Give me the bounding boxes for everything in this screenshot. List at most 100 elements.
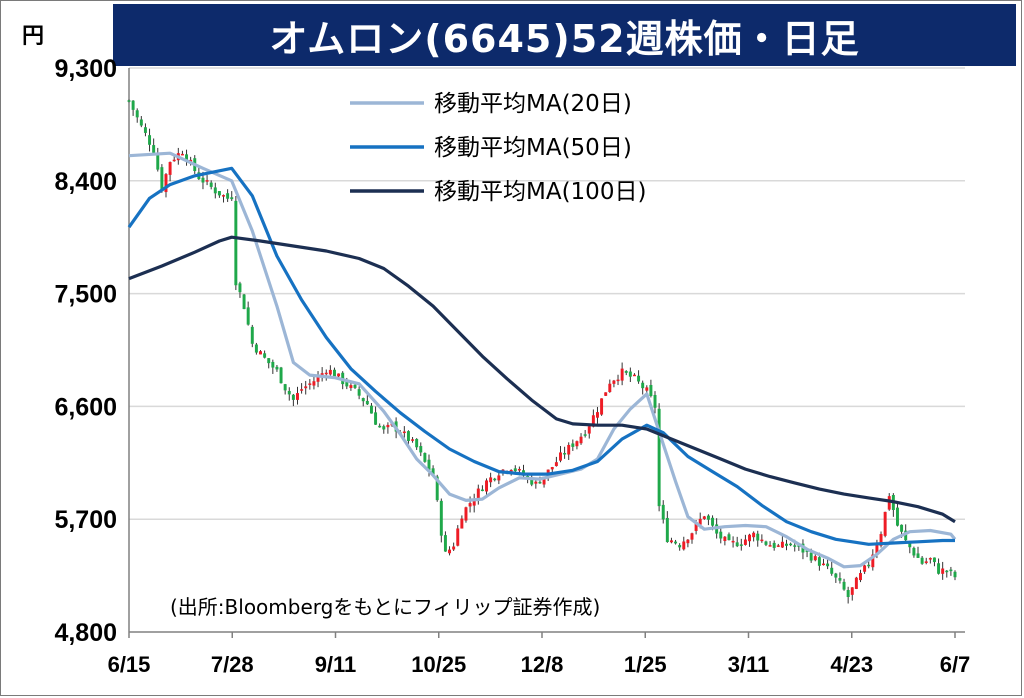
candle-body xyxy=(600,398,604,415)
candle-body xyxy=(172,159,176,162)
candle-body xyxy=(768,545,772,547)
y-tick-label: 9,300 xyxy=(54,55,117,83)
candle-body xyxy=(686,539,690,544)
ma-line-1 xyxy=(127,166,955,546)
candle-body xyxy=(300,389,304,391)
x-tick-label: 1/25 xyxy=(624,652,667,677)
candle-body xyxy=(879,534,883,546)
moving-average-lines xyxy=(127,151,957,569)
candle-body xyxy=(456,528,460,546)
candle-body xyxy=(250,326,254,344)
candle-body xyxy=(476,488,480,499)
candle-body xyxy=(217,191,221,196)
candle-body xyxy=(267,358,271,364)
candle-body xyxy=(423,452,427,462)
candle-body xyxy=(595,412,599,418)
x-tick-label: 3/11 xyxy=(728,652,770,677)
candle-body xyxy=(604,392,608,396)
y-tick-label: 5,700 xyxy=(54,506,117,534)
candle-body xyxy=(493,478,497,481)
candle-body xyxy=(859,573,862,581)
candle-body xyxy=(813,556,817,561)
candle-body xyxy=(213,187,217,194)
candle-body xyxy=(912,547,916,556)
candle-body xyxy=(904,530,908,541)
candle-body xyxy=(271,361,275,368)
candle-body xyxy=(238,283,242,293)
candle-body xyxy=(349,385,353,388)
candle-body xyxy=(296,393,299,400)
candle-body xyxy=(702,516,706,519)
candle-body xyxy=(830,567,834,574)
candle-body xyxy=(226,193,230,199)
candle-body xyxy=(723,536,727,541)
candle-body xyxy=(591,415,595,427)
candle-body xyxy=(419,446,423,453)
candle-body xyxy=(542,476,546,485)
candle-body xyxy=(764,541,768,545)
candle-body xyxy=(168,162,172,175)
candle-body xyxy=(776,545,780,547)
candle-body xyxy=(760,539,764,542)
candle-body xyxy=(949,569,953,572)
y-tick-label: 4,800 xyxy=(54,619,117,647)
ma-line-0 xyxy=(128,151,957,569)
candle-body xyxy=(932,557,936,563)
candle-body xyxy=(180,153,184,156)
candle-body xyxy=(452,546,456,550)
candle-body xyxy=(263,353,267,358)
candle-body xyxy=(612,380,616,384)
candle-body xyxy=(632,374,636,377)
candle-body xyxy=(312,381,316,386)
candle-body xyxy=(678,545,682,548)
x-tick-label: 6/7 xyxy=(940,652,971,677)
candle-body xyxy=(785,543,788,546)
candle-body xyxy=(234,200,238,286)
y-tick-label: 7,500 xyxy=(54,281,117,309)
candle-body xyxy=(887,496,891,510)
ma-line-2 xyxy=(128,235,956,524)
candle-body xyxy=(143,127,147,133)
candle-body xyxy=(357,389,361,396)
candle-body xyxy=(719,531,723,539)
candle-body xyxy=(863,565,867,572)
candle-body xyxy=(834,573,838,578)
candle-body xyxy=(937,563,941,574)
candle-body xyxy=(435,476,439,501)
candle-body xyxy=(637,375,641,382)
candle-body xyxy=(780,541,784,548)
candle-body xyxy=(941,568,945,574)
candle-body xyxy=(727,534,731,541)
candle-body xyxy=(645,387,649,391)
candle-body xyxy=(353,384,357,388)
candle-body xyxy=(431,468,435,476)
candle-body xyxy=(649,384,653,396)
candle-body xyxy=(620,368,624,381)
candle-body xyxy=(875,544,879,555)
grid-lines xyxy=(128,67,965,633)
candle-body xyxy=(571,443,575,447)
candle-body xyxy=(628,371,632,377)
candle-body xyxy=(328,369,332,375)
candle-body xyxy=(789,543,793,546)
candle-body xyxy=(550,467,554,470)
candle-body xyxy=(365,400,369,405)
candle-body xyxy=(382,426,386,430)
candle-body xyxy=(900,524,904,532)
candle-body xyxy=(690,533,694,540)
candle-body xyxy=(152,145,156,153)
candle-body xyxy=(443,535,447,552)
candle-body xyxy=(846,590,850,598)
candle-body xyxy=(480,489,484,492)
candle-body xyxy=(772,542,776,548)
x-tick-label: 9/11 xyxy=(315,652,357,677)
candle-body xyxy=(222,195,225,197)
candle-body xyxy=(883,511,887,536)
x-tick-label: 12/8 xyxy=(521,652,564,677)
candle-body xyxy=(657,408,661,507)
candle-body xyxy=(369,405,373,414)
candle-body xyxy=(304,386,308,389)
candle-body xyxy=(867,564,871,567)
candle-body xyxy=(817,557,821,566)
